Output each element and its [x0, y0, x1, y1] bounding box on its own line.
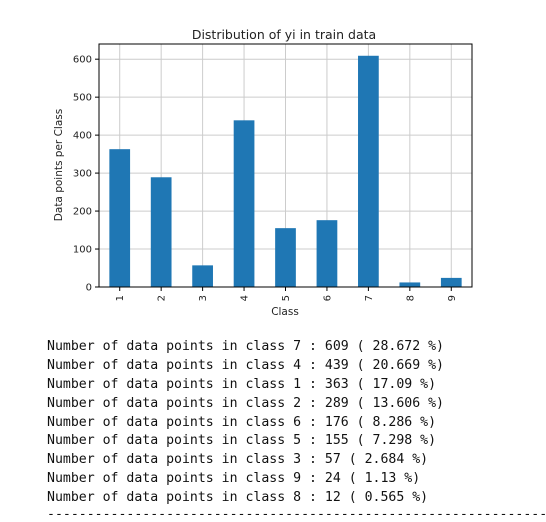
bar-class-1: [109, 149, 131, 287]
bar-class-7: [358, 55, 379, 288]
console-output: Number of data points in class 7 : 609 (…: [47, 338, 444, 508]
bar-class-6: [316, 220, 338, 287]
output-line: Number of data points in class 6 : 176 (…: [47, 414, 437, 430]
bar-class-5: [275, 228, 296, 287]
y-axis-ticks: 0 100 200 300 400 500 600: [73, 55, 99, 294]
output-line: Number of data points in class 3 : 57 ( …: [47, 452, 429, 468]
bar-class-2: [150, 177, 172, 287]
output-line: Number of data points in class 8 : 12 ( …: [47, 490, 429, 506]
y-tick-label: 600: [73, 55, 92, 66]
x-tick-label: 7: [364, 295, 375, 301]
x-tick-label: 9: [447, 295, 458, 301]
bars: [109, 55, 462, 288]
x-tick-label: 8: [405, 295, 416, 301]
bar-class-8: [399, 282, 421, 287]
output-line: Number of data points in class 9 : 24 ( …: [47, 471, 421, 487]
output-separator: ----------------------------------------…: [47, 508, 546, 522]
output-line: Number of data points in class 1 : 363 (…: [47, 376, 437, 392]
x-axis-ticks: 1 2 3 4 5 6 7 8 9: [115, 287, 458, 301]
x-tick-label: 1: [115, 295, 126, 301]
output-line: Number of data points in class 7 : 609 (…: [47, 339, 444, 354]
x-tick-label: 6: [322, 295, 333, 301]
bar-class-9: [440, 277, 462, 287]
output-line: Number of data points in class 5 : 155 (…: [47, 433, 437, 449]
y-axis-label: Data points per Class: [53, 109, 65, 221]
x-tick-label: 3: [198, 295, 209, 301]
y-tick-label: 100: [73, 245, 92, 256]
bar-class-4: [233, 120, 255, 287]
y-tick-label: 500: [73, 93, 92, 104]
x-axis-label: Class: [271, 306, 299, 318]
output-line: Number of data points in class 2 : 289 (…: [47, 395, 444, 411]
bar-chart: Distribution of yi in train data 0 100 200…: [53, 27, 473, 318]
y-tick-label: 400: [73, 131, 92, 142]
x-tick-label: 2: [157, 295, 168, 301]
output-line: Number of data points in class 4 : 439 (…: [47, 357, 444, 373]
bar-class-3: [192, 265, 213, 287]
y-tick-label: 200: [73, 207, 92, 218]
x-tick-label: 5: [281, 295, 292, 301]
y-tick-label: 0: [86, 283, 92, 294]
y-tick-label: 300: [73, 169, 92, 180]
chart-title: Distribution of yi in train data: [192, 27, 376, 42]
x-tick-label: 4: [240, 295, 251, 301]
